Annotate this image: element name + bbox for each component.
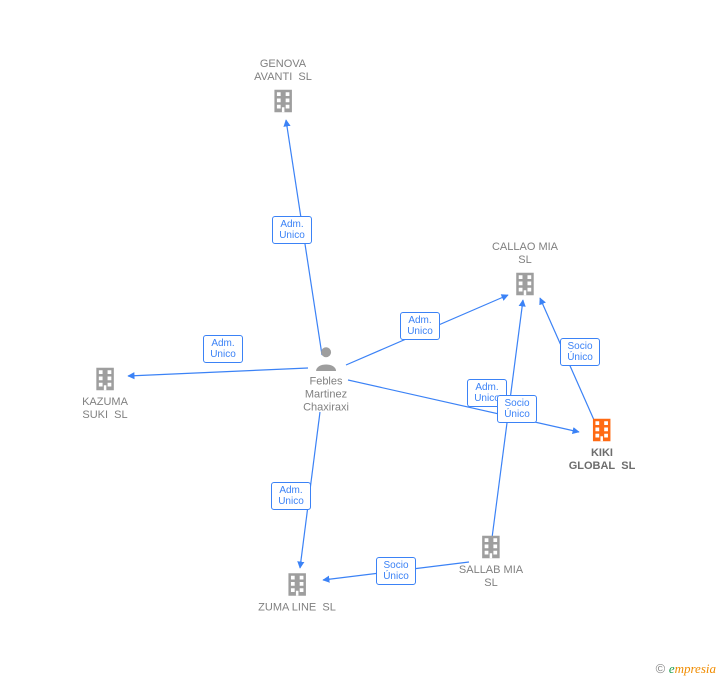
edge-line bbox=[300, 412, 320, 568]
edge-line bbox=[492, 300, 523, 538]
node-callao[interactable]: CALLAO MIASL bbox=[492, 241, 558, 301]
edge-label: SocioÚnico bbox=[376, 557, 416, 585]
building-icon bbox=[88, 362, 122, 396]
building-icon bbox=[280, 568, 314, 602]
node-label: CALLAO MIASL bbox=[492, 241, 558, 267]
building-icon bbox=[474, 530, 508, 564]
edge-line bbox=[128, 368, 308, 376]
edge-label: Adm.Unico bbox=[400, 312, 440, 340]
node-label: FeblesMartinezChaxiraxi bbox=[303, 376, 349, 415]
edge-label: SocioÚnico bbox=[497, 395, 537, 423]
node-label: GENOVAAVANTI SL bbox=[254, 58, 312, 84]
node-label: KIKIGLOBAL SL bbox=[569, 447, 636, 473]
node-label: KAZUMASUKI SL bbox=[82, 396, 128, 422]
building-icon bbox=[266, 84, 300, 118]
edges-layer bbox=[0, 0, 728, 685]
node-sallab[interactable]: SALLAB MIASL bbox=[459, 530, 523, 590]
edge-line bbox=[540, 298, 594, 420]
edge-label: Adm.Unico bbox=[272, 216, 312, 244]
edge-line bbox=[348, 380, 579, 432]
node-kazuma[interactable]: KAZUMASUKI SL bbox=[82, 362, 128, 422]
node-kiki[interactable]: KIKIGLOBAL SL bbox=[569, 413, 636, 473]
node-label: ZUMA LINE SL bbox=[258, 602, 336, 615]
brand-rest: mpresia bbox=[675, 661, 716, 676]
edge-label: SocioÚnico bbox=[560, 338, 600, 366]
edge-line bbox=[286, 120, 322, 355]
building-icon bbox=[585, 413, 619, 447]
edge-line bbox=[346, 295, 508, 365]
node-zuma[interactable]: ZUMA LINE SL bbox=[258, 568, 336, 615]
edge-label: Adm.Unico bbox=[203, 335, 243, 363]
node-person[interactable]: FeblesMartinezChaxiraxi bbox=[303, 342, 349, 415]
node-label: SALLAB MIASL bbox=[459, 564, 523, 590]
edge-line bbox=[323, 562, 469, 580]
copyright-symbol: © bbox=[656, 661, 666, 676]
edge-label: Adm.Unico bbox=[271, 482, 311, 510]
person-icon bbox=[309, 342, 343, 376]
watermark: © empresia bbox=[656, 661, 716, 677]
node-genova[interactable]: GENOVAAVANTI SL bbox=[254, 58, 312, 118]
edge-label: Adm.Unico bbox=[467, 379, 507, 407]
building-icon bbox=[508, 267, 542, 301]
